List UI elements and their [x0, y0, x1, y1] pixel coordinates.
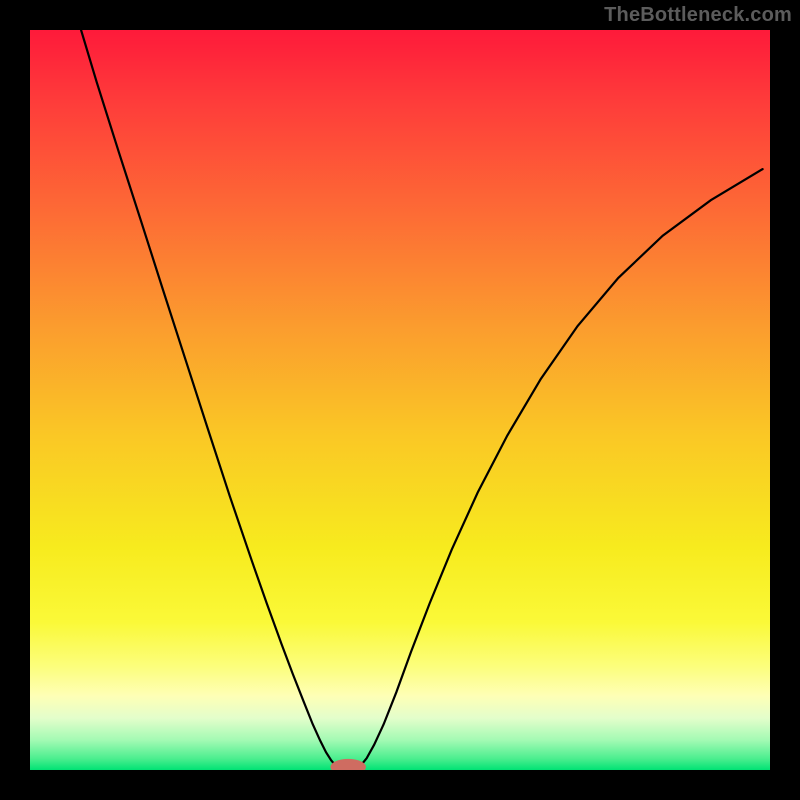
chart-svg [30, 30, 770, 770]
watermark-label: TheBottleneck.com [604, 4, 792, 27]
chart-container: TheBottleneck.com [0, 0, 800, 800]
gradient-background [30, 30, 770, 770]
plot-area [30, 30, 770, 770]
